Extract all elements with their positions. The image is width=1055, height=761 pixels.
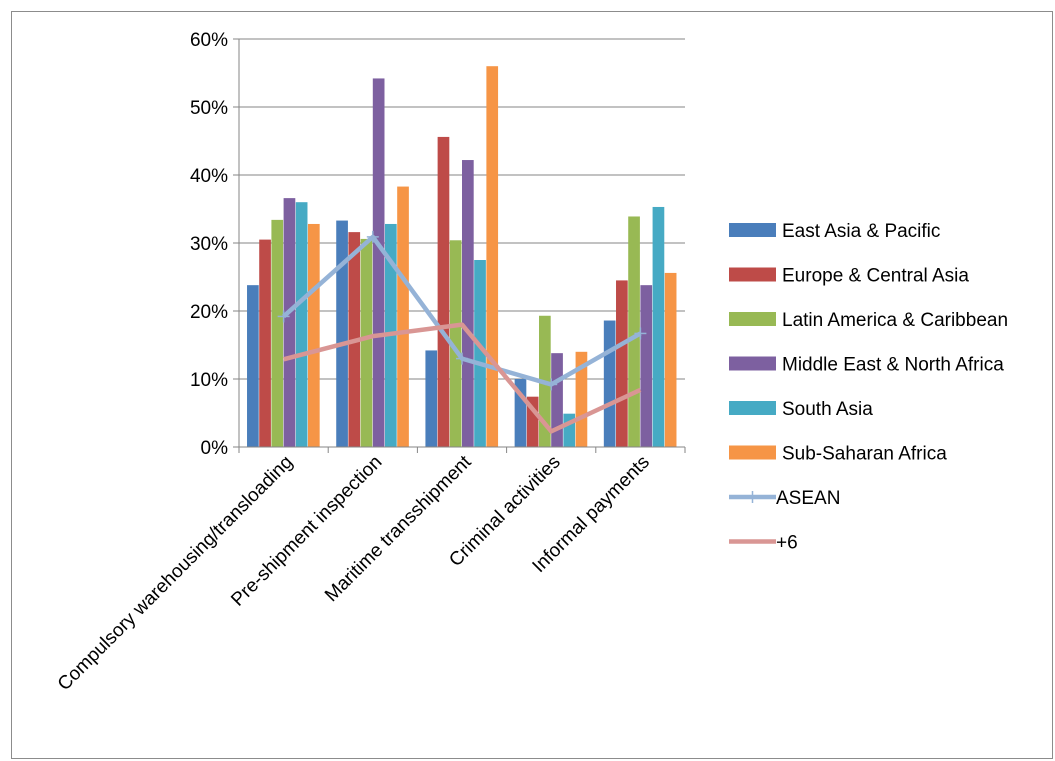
bar — [271, 219, 284, 447]
bar — [259, 239, 271, 447]
legend-label: East Asia & Pacific — [782, 221, 940, 242]
x-tick-label: Pre-shipment inspection — [227, 452, 386, 611]
y-tick-label: 50% — [190, 98, 228, 119]
chart-area: 0% 10% 20% 30% 40% 50% 60% Compulsory warehous… — [11, 11, 1053, 759]
legend-label: Europe & Central Asia — [782, 266, 969, 287]
bar — [628, 216, 640, 447]
bar — [397, 186, 409, 447]
bar — [360, 238, 373, 447]
legend-swatch — [729, 312, 776, 326]
legend-swatch — [729, 267, 776, 282]
bar — [616, 280, 628, 447]
bar — [563, 413, 576, 447]
y-tick-labels: 0% 10% 20% 30% 40% 50% 60% — [190, 30, 228, 459]
bar — [307, 223, 320, 447]
x-tick-label: Maritime transshipment — [321, 451, 476, 606]
bar — [336, 220, 348, 447]
bar — [603, 320, 616, 447]
axes — [233, 38, 686, 453]
bars — [247, 66, 677, 448]
bar — [372, 78, 385, 447]
legend-label: Sub-Saharan Africa — [782, 444, 947, 465]
y-tick-label: 60% — [190, 30, 228, 51]
bar — [486, 66, 499, 447]
y-tick-label: 20% — [190, 302, 228, 323]
bar — [425, 350, 438, 447]
bar — [247, 285, 259, 447]
bar — [526, 396, 539, 447]
bar — [462, 160, 474, 448]
bar — [283, 198, 296, 447]
bar — [664, 272, 677, 447]
y-tick-label: 40% — [190, 166, 228, 187]
legend: East Asia & Pacific Europe & Central Asia… — [729, 221, 1008, 554]
legend-swatch — [729, 401, 776, 415]
y-tick-label: 30% — [190, 234, 228, 255]
bar — [652, 206, 665, 447]
bar — [449, 240, 462, 447]
legend-swatch — [729, 223, 776, 237]
y-tick-label: 10% — [190, 370, 228, 391]
series-line — [283, 322, 642, 434]
legend-label: South Asia — [782, 399, 873, 420]
bar — [551, 353, 563, 447]
legend-label: Latin America & Caribbean — [782, 310, 1008, 331]
bar — [295, 202, 308, 447]
x-tick-labels: Compulsory warehousing/transloadingPre-s… — [54, 451, 654, 695]
lines — [277, 230, 647, 434]
bar — [575, 351, 588, 447]
y-tick-label: 0% — [201, 438, 229, 459]
bar — [437, 136, 450, 448]
legend-label: Middle East & North Africa — [782, 355, 1004, 376]
bar — [514, 379, 527, 447]
legend-label: +6 — [776, 533, 798, 554]
bar — [474, 260, 486, 447]
legend-swatch — [729, 356, 776, 371]
legend-label: ASEAN — [776, 488, 840, 509]
chart-svg: 0% 10% 20% 30% 40% 50% 60% Compulsory warehous… — [54, 30, 1008, 695]
bar — [640, 285, 653, 447]
legend-swatch — [729, 445, 776, 460]
